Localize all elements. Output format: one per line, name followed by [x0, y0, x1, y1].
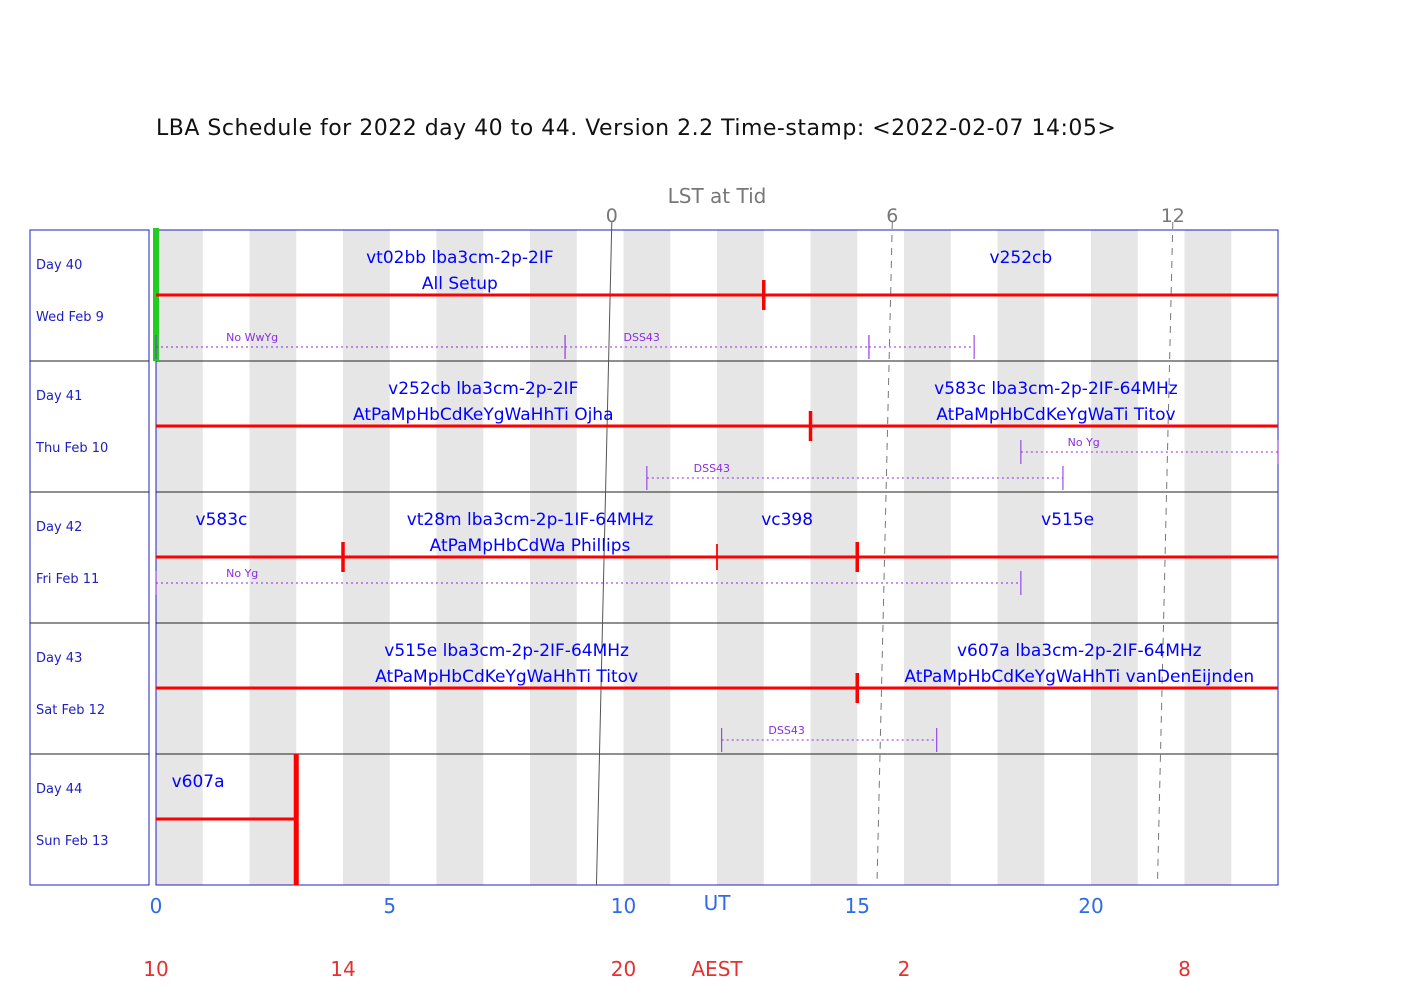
- day-row: Day 40 Wed Feb 9 vt02bb lba3cm-2p-2IF All S…: [36, 248, 1278, 359]
- ut-tick-label: 5: [383, 894, 396, 918]
- experiment-label: v607a lba3cm-2p-2IF-64MHz: [957, 641, 1202, 661]
- experiment-label: AtPaMpHbCdWa Phillips: [430, 536, 631, 556]
- experiment-label: vc398: [761, 510, 813, 530]
- day-row: Day 41 Thu Feb 10 v252cb lba3cm-2p-2IF AtPa…: [35, 379, 1279, 490]
- day-date: Thu Feb 10: [35, 441, 108, 456]
- aest-tick-label: 8: [1178, 957, 1191, 981]
- day-number: Day 41: [36, 389, 82, 404]
- experiment-label: v252cb lba3cm-2p-2IF: [388, 379, 578, 399]
- aest-axis-label: AEST: [691, 957, 743, 981]
- lst-tick-label: 6: [886, 205, 898, 227]
- day-number: Day 40: [36, 258, 82, 273]
- aest-tick-label: 14: [330, 957, 355, 981]
- ut-tick-label: 10: [611, 894, 636, 918]
- day-number: Day 44: [36, 782, 82, 797]
- lst-lines: [595, 221, 1174, 886]
- ut-tick-label: 0: [150, 894, 163, 918]
- experiment-label: v515e: [1041, 510, 1094, 530]
- station-label: No WwYg: [226, 331, 278, 344]
- aest-tick-label: 20: [611, 957, 636, 981]
- experiment-label: AtPaMpHbCdKeYgWaTi Titov: [936, 405, 1175, 425]
- experiment-label: v515e lba3cm-2p-2IF-64MHz: [384, 641, 629, 661]
- station-label: DSS43: [624, 331, 660, 344]
- experiment-label: AtPaMpHbCdKeYgWaHhTi Titov: [375, 667, 638, 687]
- experiment-label: v583c: [196, 510, 248, 530]
- day-number: Day 43: [36, 651, 82, 666]
- day-date: Wed Feb 9: [36, 310, 104, 325]
- station-label: No Yg: [226, 567, 258, 580]
- aest-tick-label: 2: [898, 957, 911, 981]
- experiment-label: AtPaMpHbCdKeYgWaHhTi Ojha: [353, 405, 614, 425]
- lst-tick-label: 12: [1161, 205, 1185, 227]
- experiment-label: vt28m lba3cm-2p-1IF-64MHz: [407, 510, 654, 530]
- chart-title: LBA Schedule for 2022 day 40 to 44. Vers…: [156, 116, 1117, 141]
- experiment-label: All Setup: [422, 274, 498, 294]
- experiment-label: AtPaMpHbCdKeYgWaHhTi vanDenEijnden: [904, 667, 1254, 687]
- experiment-label: v607a: [172, 772, 225, 792]
- ut-axis-label: UT: [704, 891, 732, 915]
- experiment-label: v583c lba3cm-2p-2IF-64MHz: [934, 379, 1178, 399]
- label-frame: [29, 229, 150, 886]
- lst-tick-label: 0: [606, 205, 618, 227]
- lst-line: [1156, 221, 1174, 886]
- experiment-label: v252cb: [990, 248, 1053, 268]
- day-date: Sat Feb 12: [36, 703, 105, 718]
- lst-line: [595, 221, 613, 886]
- lst-line: [876, 221, 893, 886]
- day-number: Day 42: [36, 520, 82, 535]
- day-date: Fri Feb 11: [36, 572, 99, 587]
- day-rows: Day 40 Wed Feb 9 vt02bb lba3cm-2p-2IF All S…: [35, 248, 1279, 885]
- lst-axis-label: LST at Tid: [668, 184, 767, 208]
- day-row: Day 43 Sat Feb 12 v515e lba3cm-2p-2IF-64MH…: [36, 641, 1278, 752]
- aest-tick-label: 10: [143, 957, 168, 981]
- day-date: Sun Feb 13: [36, 834, 109, 849]
- ut-tick-label: 20: [1078, 894, 1103, 918]
- ut-tick-label: 15: [845, 894, 870, 918]
- day-row: Day 44 Sun Feb 13 v607a: [36, 754, 299, 885]
- station-label: DSS43: [768, 724, 804, 737]
- station-label: No Yg: [1068, 436, 1100, 449]
- experiment-label: vt02bb lba3cm-2p-2IF: [366, 248, 553, 268]
- station-label: DSS43: [694, 462, 730, 475]
- day-row: Day 42 Fri Feb 11 v583c vt28m lba3cm-2p-1IF…: [36, 510, 1278, 595]
